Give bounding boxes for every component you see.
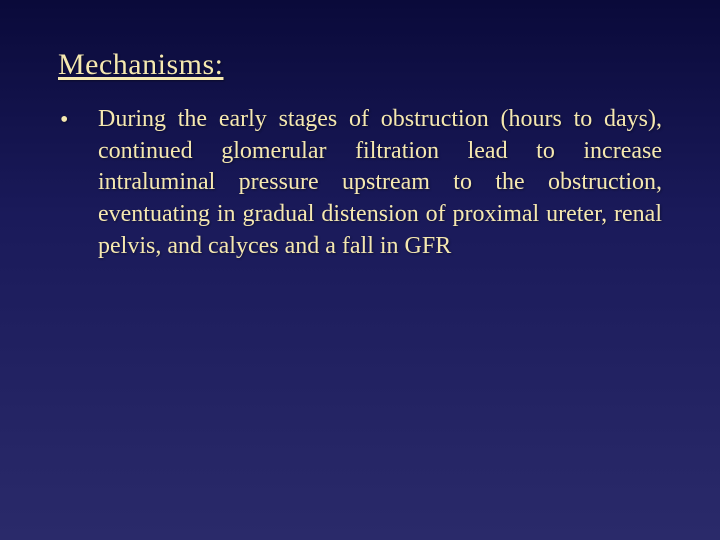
slide-heading: Mechanisms:	[58, 48, 662, 82]
bullet-marker: •	[58, 104, 98, 138]
bullet-item: • During the early stages of obstruction…	[58, 104, 662, 262]
bullet-text: During the early stages of obstruction (…	[98, 104, 662, 262]
slide-container: Mechanisms: • During the early stages of…	[0, 0, 720, 540]
